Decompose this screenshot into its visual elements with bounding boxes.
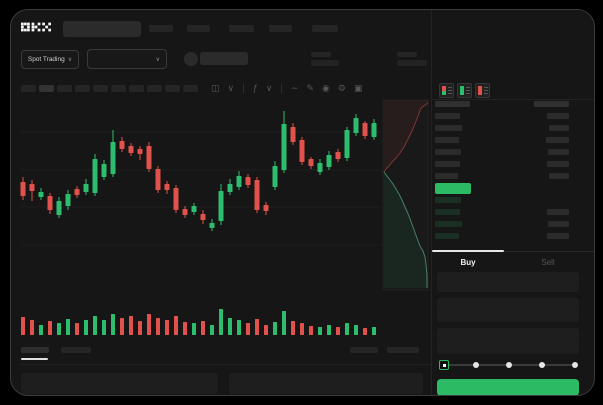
nav-item[interactable] <box>149 25 173 32</box>
tab-buy[interactable]: Buy <box>432 255 504 269</box>
orderbook-panel: Buy Sell <box>431 10 594 395</box>
orderbook-row-bar[interactable] <box>547 113 569 119</box>
divider <box>21 364 433 365</box>
orderbook-row-bar[interactable] <box>547 233 569 239</box>
stat-label <box>311 52 331 57</box>
bottom-action[interactable] <box>387 347 419 353</box>
chevron-down-icon[interactable]: ∨ <box>227 82 235 93</box>
draw-icon[interactable]: ✎ <box>306 82 315 93</box>
timeframe-button[interactable] <box>129 85 144 92</box>
bottom-action[interactable] <box>350 347 378 353</box>
timeframe-button[interactable] <box>75 85 90 92</box>
orderbook-row-bar[interactable] <box>547 161 569 167</box>
orderbook-row-bar[interactable] <box>435 101 470 107</box>
bottom-tab-active[interactable] <box>21 347 49 353</box>
price-chart[interactable] <box>11 10 595 396</box>
candles-icon[interactable]: ◫ <box>211 82 220 93</box>
orderbook-row-bar[interactable] <box>435 173 458 179</box>
orderbook-row-bar[interactable] <box>548 149 569 155</box>
divider <box>432 99 594 100</box>
tab-sell[interactable]: Sell <box>504 255 592 269</box>
orderbook-row-bar[interactable] <box>435 149 461 155</box>
timeframe-button[interactable] <box>147 85 162 92</box>
buy-tab-label: Buy <box>460 257 476 267</box>
chevron-down-icon: ∨ <box>67 57 73 63</box>
orders-panel-placeholder <box>229 373 423 394</box>
settings-icon[interactable]: ⚙ <box>337 82 346 93</box>
last-price-badge[interactable] <box>435 183 471 194</box>
orders-panel-placeholder <box>21 373 218 394</box>
camera-icon[interactable]: ◉ <box>322 82 330 93</box>
buy-submit-button[interactable] <box>437 379 579 395</box>
pair-selector[interactable]: ∨ <box>87 49 167 69</box>
divider <box>432 251 594 252</box>
amount-input[interactable] <box>437 298 579 322</box>
orderbook-row-bar[interactable] <box>548 221 569 227</box>
slider-handle[interactable] <box>439 360 449 370</box>
timeframe-button[interactable] <box>93 85 108 92</box>
timeframe-button[interactable] <box>111 85 126 92</box>
chevron-down-icon: ∨ <box>155 56 160 63</box>
nav-item[interactable] <box>187 25 210 32</box>
orderbook-view-all-icon[interactable] <box>439 83 454 98</box>
slider-stop-50[interactable] <box>506 362 512 368</box>
coin-icon <box>184 52 198 66</box>
orderbook-view-bids-icon[interactable] <box>457 83 472 98</box>
orderbook-row-bar[interactable] <box>435 137 459 143</box>
app-window: Spot Trading ∨ ∨ ◫ ∨ | ƒ ∨ | ∼ ✎ ◉ ⚙ ▣ <box>10 9 595 396</box>
orderbook-row-bar[interactable] <box>546 137 569 143</box>
nav-item[interactable] <box>269 25 292 32</box>
fullscreen-icon[interactable]: ▣ <box>353 82 363 93</box>
orderbook-row-bar[interactable] <box>435 209 460 215</box>
divider: | <box>280 82 283 94</box>
chevron-down-icon[interactable]: ∨ <box>265 82 273 93</box>
orderbook-row-bar[interactable] <box>435 113 460 119</box>
market-type-selector[interactable]: Spot Trading ∨ <box>21 50 79 69</box>
orderbook-row-bar[interactable] <box>435 125 462 131</box>
timeframe-button[interactable] <box>183 85 198 92</box>
timeframe-button[interactable] <box>165 85 180 92</box>
stat-value <box>311 60 339 66</box>
market-type-label: Spot Trading <box>27 56 65 63</box>
orderbook-row-bar[interactable] <box>435 161 460 167</box>
orderbook-row-bar[interactable] <box>549 173 569 179</box>
search-input[interactable] <box>63 21 141 37</box>
orderbook-row-bar[interactable] <box>435 233 459 239</box>
timeframe-button[interactable] <box>57 85 72 92</box>
buy-tab-underline <box>432 250 504 252</box>
total-input[interactable] <box>437 328 579 354</box>
timeframe-button[interactable] <box>21 85 36 92</box>
price-input[interactable] <box>437 272 579 292</box>
slider-stop-75[interactable] <box>539 362 545 368</box>
orderbook-row-bar[interactable] <box>435 221 462 227</box>
timeframe-button-active[interactable] <box>39 85 54 92</box>
indicator-icon[interactable]: ƒ <box>252 83 258 93</box>
orderbook-row-bar[interactable] <box>534 101 569 107</box>
orderbook-row-bar[interactable] <box>435 197 461 203</box>
active-tab-underline <box>21 358 48 360</box>
stat-label <box>397 52 417 57</box>
slider-stop-25[interactable] <box>473 362 479 368</box>
wave-icon[interactable]: ∼ <box>290 82 299 93</box>
divider: | <box>242 82 245 94</box>
orderbook-view-toggles <box>439 83 490 98</box>
slider-stop-100[interactable] <box>572 362 578 368</box>
stat-value <box>397 60 427 66</box>
orderbook-view-asks-icon[interactable] <box>475 83 490 98</box>
chart-toolbar-icons: ◫ ∨ | ƒ ∨ | ∼ ✎ ◉ ⚙ ▣ <box>211 80 362 96</box>
pair-name-placeholder <box>200 52 248 65</box>
orderbook-row-bar[interactable] <box>549 125 569 131</box>
nav-item[interactable] <box>312 25 338 32</box>
sell-tab-label: Sell <box>541 257 555 267</box>
orderbook-row-bar[interactable] <box>547 209 569 215</box>
okx-logo[interactable] <box>21 22 51 32</box>
nav-item[interactable] <box>229 25 254 32</box>
bottom-tab[interactable] <box>61 347 91 353</box>
